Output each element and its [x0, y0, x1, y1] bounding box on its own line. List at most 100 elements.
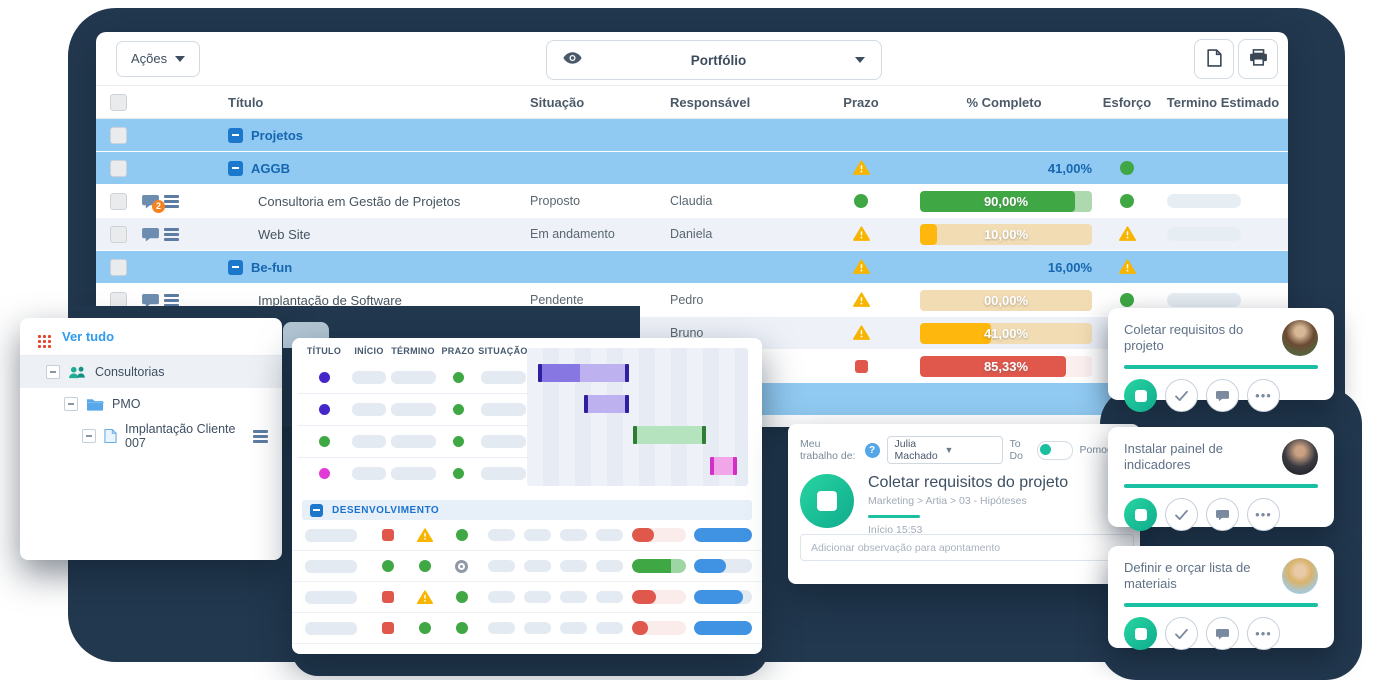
development-row[interactable]: [292, 613, 762, 644]
development-row[interactable]: [292, 520, 762, 551]
start-time: Início 15:53: [868, 524, 923, 536]
collapse-icon[interactable]: [310, 503, 323, 517]
section-label: DESENVOLVIMENTO: [332, 504, 440, 516]
cell-placeholder: [524, 591, 551, 603]
gantt-chart-area: [527, 348, 748, 486]
task-card-title: Coletar requisitos do projeto: [1124, 321, 1244, 353]
tree-item-label: Implantação Cliente 007: [125, 422, 236, 450]
group-title: AGGB: [251, 160, 290, 176]
comment-button[interactable]: [1206, 379, 1239, 412]
stop-timer-button[interactable]: [800, 474, 854, 528]
termino-placeholder: [1167, 293, 1241, 307]
task-card-title: Instalar painel de indicadores: [1124, 440, 1224, 472]
comment-button[interactable]: [1206, 498, 1239, 531]
row-menu-icon[interactable]: [253, 429, 268, 443]
gantt-row[interactable]: [298, 458, 528, 489]
comment-button[interactable]: [1206, 617, 1239, 650]
toolbar-right: [1194, 39, 1278, 79]
gantt-bar[interactable]: [710, 457, 737, 475]
stop-timer-button[interactable]: [1124, 498, 1157, 531]
cell-placeholder: [596, 622, 623, 634]
avatar: [1282, 439, 1318, 475]
development-rows: [292, 520, 762, 644]
complete-button[interactable]: [1165, 498, 1198, 531]
comments-icon[interactable]: 2: [142, 194, 165, 213]
table-row-group[interactable]: Be-fun 16,00%: [96, 251, 1288, 284]
table-row-group[interactable]: Projetos: [96, 119, 1288, 152]
gantt-header-término: TÉRMINO: [391, 346, 435, 356]
complete-button[interactable]: [1165, 617, 1198, 650]
note-input[interactable]: [800, 534, 1134, 561]
export-button[interactable]: [1194, 39, 1234, 79]
stop-timer-button[interactable]: [1124, 379, 1157, 412]
tree-item-pmo[interactable]: PMO: [20, 388, 282, 420]
table-row[interactable]: Implantação de Software Pendente Pedro 0…: [96, 284, 1288, 317]
row-checkbox[interactable]: [109, 258, 127, 276]
row-menu-icon[interactable]: [164, 227, 179, 241]
development-row[interactable]: [292, 551, 762, 582]
gantt-header-início: INÍCIO: [354, 346, 384, 356]
comments-icon[interactable]: [142, 293, 159, 308]
collapse-icon[interactable]: [228, 127, 243, 143]
green-status-icon: [854, 194, 868, 208]
user-selector[interactable]: Julia Machado ▼: [886, 436, 1003, 464]
tree-collapse-icon[interactable]: [64, 397, 78, 411]
comments-icon[interactable]: [142, 227, 159, 242]
help-icon[interactable]: ?: [864, 442, 880, 458]
gantt-header-prazo: PRAZO: [441, 346, 475, 356]
more-options-button[interactable]: •••: [1247, 617, 1280, 650]
tree-collapse-icon[interactable]: [46, 365, 60, 379]
more-options-button[interactable]: •••: [1247, 498, 1280, 531]
gantt-bar[interactable]: [584, 395, 629, 413]
more-options-button[interactable]: •••: [1247, 379, 1280, 412]
tree-item-ver-tudo[interactable]: Ver tudo: [20, 318, 282, 356]
gantt-column-headers: TÍTULO INÍCIO TÉRMINO PRAZO SITUAÇÃO: [298, 346, 528, 356]
row-menu-icon[interactable]: [164, 194, 179, 208]
task-title-placeholder: [305, 559, 357, 573]
task-title: Implantação de Software: [258, 292, 402, 308]
tree-collapse-icon[interactable]: [82, 429, 96, 443]
table-row[interactable]: Web Site Em andamento Daniela 10,00%: [96, 218, 1288, 251]
table-row[interactable]: 2 Consultoria em Gestão de Projetos Prop…: [96, 185, 1288, 218]
row-checkbox[interactable]: [109, 192, 127, 210]
gantt-row[interactable]: [298, 362, 528, 394]
project-tree-window: Ver tudo Consultorias PMO Implantação Cl…: [20, 318, 282, 560]
development-row[interactable]: [292, 582, 762, 613]
task-responsavel: Daniela: [670, 227, 713, 241]
collapse-icon[interactable]: [228, 259, 243, 275]
progress-bar: 00,00%: [920, 289, 1092, 311]
gantt-row[interactable]: [298, 394, 528, 426]
view-selector[interactable]: Portfólio: [546, 40, 882, 80]
tree-item-implanta-o-cliente-007[interactable]: Implantação Cliente 007: [20, 420, 282, 452]
gantt-header-título: TÍTULO: [306, 346, 342, 356]
complete-button[interactable]: [1165, 379, 1198, 412]
actions-button[interactable]: Ações: [116, 40, 201, 77]
header-situacao: Situação: [530, 94, 585, 110]
group-percent: 16,00%: [1047, 259, 1092, 275]
collapse-icon[interactable]: [228, 160, 243, 176]
green-status-icon: [455, 622, 468, 634]
task-responsavel: Bruno: [670, 326, 704, 340]
table-row-group[interactable]: AGGB 41,00%: [96, 152, 1288, 185]
row-menu-icon[interactable]: [164, 293, 179, 307]
row-checkbox[interactable]: [109, 225, 127, 243]
gantt-window: TÍTULO INÍCIO TÉRMINO PRAZO SITUAÇÃO DESENVO…: [292, 338, 762, 654]
row-checkbox[interactable]: [109, 126, 127, 144]
gantt-bar[interactable]: [633, 426, 706, 444]
green-status-icon: [381, 560, 394, 572]
situacao-placeholder: [480, 435, 526, 448]
print-button[interactable]: [1238, 39, 1278, 79]
task-title: Web Site: [258, 226, 311, 242]
gantt-bar[interactable]: [538, 364, 629, 382]
todo-pomodoro-toggle[interactable]: [1036, 440, 1073, 460]
comments-badge: 2: [152, 199, 165, 213]
header-termino: Termino Estimado: [1166, 94, 1280, 110]
row-checkbox[interactable]: [109, 159, 127, 177]
warning-icon: [852, 325, 870, 341]
select-all-checkbox[interactable]: [109, 93, 127, 111]
section-header-desenvolvimento[interactable]: DESENVOLVIMENTO: [302, 500, 752, 520]
tree-item-consultorias[interactable]: Consultorias: [20, 356, 282, 388]
gantt-row[interactable]: [298, 426, 528, 458]
stop-timer-button[interactable]: [1124, 617, 1157, 650]
cell-placeholder: [596, 560, 623, 572]
